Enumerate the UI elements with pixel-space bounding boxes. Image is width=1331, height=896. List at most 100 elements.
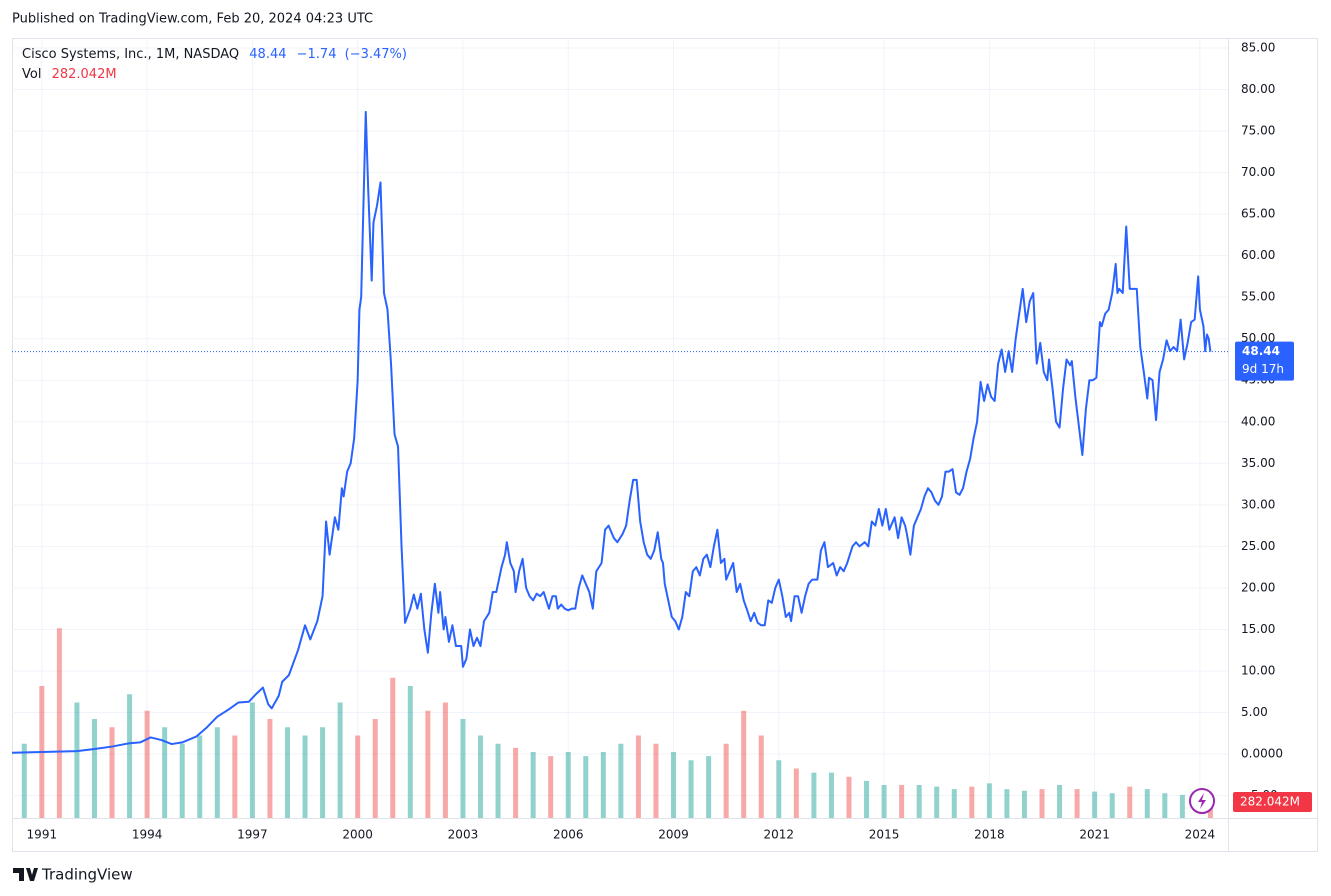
- marks: [11, 110, 1228, 818]
- price-tag: [1235, 341, 1294, 381]
- volume-bar: [828, 772, 834, 818]
- volume-tag: [1233, 792, 1312, 812]
- volume-bar: [144, 710, 150, 818]
- volume-bar: [355, 735, 361, 818]
- x-tick-label: 2015: [869, 828, 900, 842]
- y-tick-label: 70.00: [1241, 165, 1275, 179]
- volume-bar: [127, 694, 133, 818]
- x-tick-label: 1997: [237, 828, 268, 842]
- volume-bar: [249, 702, 255, 818]
- y-tick-label: 65.00: [1241, 207, 1275, 221]
- volume-bar: [267, 719, 273, 818]
- volume-bar: [1092, 791, 1098, 818]
- volume-bar: [1004, 789, 1010, 818]
- volume-bar: [881, 785, 887, 818]
- volume-name: Vol: [22, 67, 41, 82]
- volume-bar: [671, 752, 677, 818]
- volume-bar: [162, 727, 168, 818]
- price-change-pct: (−3.47%): [345, 47, 407, 62]
- volume-bar: [846, 776, 852, 818]
- volume-bar: [21, 743, 27, 818]
- volume-bar: [758, 735, 764, 818]
- published-note: Published on TradingView.com, Feb 20, 20…: [12, 12, 373, 27]
- volume-bar: [899, 785, 905, 818]
- volume-bar: [688, 760, 694, 818]
- x-tick-label: 2021: [1079, 828, 1110, 842]
- volume-bar: [320, 727, 326, 818]
- volume-bar: [706, 756, 712, 818]
- volume-bar: [1109, 793, 1115, 818]
- volume-bar: [1057, 785, 1063, 818]
- volume-tag-value: 282.042M: [1240, 795, 1300, 809]
- y-tick-label: 0.0000: [1241, 747, 1283, 761]
- volume-bar: [372, 719, 378, 818]
- lightning-button[interactable]: [1189, 788, 1215, 814]
- volume-bar: [74, 702, 80, 818]
- volume-bar: [407, 686, 413, 818]
- brand-logo: [13, 868, 38, 881]
- volume-bar: [1144, 789, 1150, 818]
- volume-bar: [1179, 794, 1185, 818]
- volume-bar: [793, 768, 799, 818]
- volume-last: 282.042M: [52, 67, 117, 82]
- y-tick-label: 30.00: [1241, 497, 1275, 511]
- legend-header: Cisco Systems, Inc., 1M, NASDAQ 48.44 −1…: [22, 47, 407, 62]
- y-tick-label: 55.00: [1241, 290, 1275, 304]
- volume-bar: [776, 760, 782, 818]
- volume-bar: [109, 727, 115, 818]
- volume-bar: [284, 727, 290, 818]
- y-tick-label: 10.00: [1241, 663, 1275, 677]
- price-line: [11, 110, 1212, 754]
- lightning-icon[interactable]: [1198, 793, 1206, 809]
- volume-bar: [723, 743, 729, 818]
- chart-frame: [12, 38, 1318, 852]
- last-price: 48.44: [249, 47, 286, 62]
- y-tick-label: 25.00: [1241, 539, 1275, 553]
- volume-bar: [513, 747, 519, 818]
- volume-bar: [232, 735, 238, 818]
- x-tick-label: 2012: [764, 828, 795, 842]
- volume-bar: [635, 735, 641, 818]
- volume-bar: [91, 719, 97, 818]
- labels: −5.000.00005.0010.0015.0020.0025.0030.00…: [27, 40, 1312, 842]
- volume-bar: [495, 743, 501, 818]
- volume-bar: [934, 786, 940, 818]
- volume-bar: [548, 756, 554, 818]
- x-tick-label: 2024: [1185, 828, 1216, 842]
- volume-bar: [1039, 789, 1045, 818]
- x-tick-label: 2000: [342, 828, 373, 842]
- price-tag-value: 48.44: [1242, 344, 1280, 358]
- volume-header: Vol 282.042M: [22, 67, 117, 82]
- y-tick-label: 20.00: [1241, 580, 1275, 594]
- volume-bar: [460, 719, 466, 818]
- y-tick-label: 75.00: [1241, 124, 1275, 138]
- volume-bar: [530, 752, 536, 818]
- volume-bar: [653, 743, 659, 818]
- volume-bar: [337, 702, 343, 818]
- volume-bar: [864, 780, 870, 818]
- x-tick-label: 2006: [553, 828, 584, 842]
- x-tick-label: 2009: [658, 828, 689, 842]
- x-tick-label: 1991: [27, 828, 58, 842]
- volume-bar: [969, 786, 975, 818]
- volume-bar: [741, 710, 747, 818]
- volume-bar: [390, 677, 396, 818]
- volume-bar: [600, 752, 606, 818]
- volume-bar: [811, 772, 817, 818]
- y-tick-label: 35.00: [1241, 456, 1275, 470]
- volume-bar: [583, 756, 589, 818]
- volume-bar: [1162, 793, 1168, 818]
- y-tick-label: 40.00: [1241, 414, 1275, 428]
- volume-bar: [214, 727, 220, 818]
- volume-bar: [565, 752, 571, 818]
- price-change: −1.74: [297, 47, 337, 62]
- price-tag-countdown: 9d 17h: [1242, 362, 1284, 376]
- volume-bar: [197, 735, 203, 818]
- volume-bar: [618, 743, 624, 818]
- volume-bar: [302, 735, 308, 818]
- x-tick-label: 2018: [974, 828, 1005, 842]
- volume-bar: [986, 783, 992, 818]
